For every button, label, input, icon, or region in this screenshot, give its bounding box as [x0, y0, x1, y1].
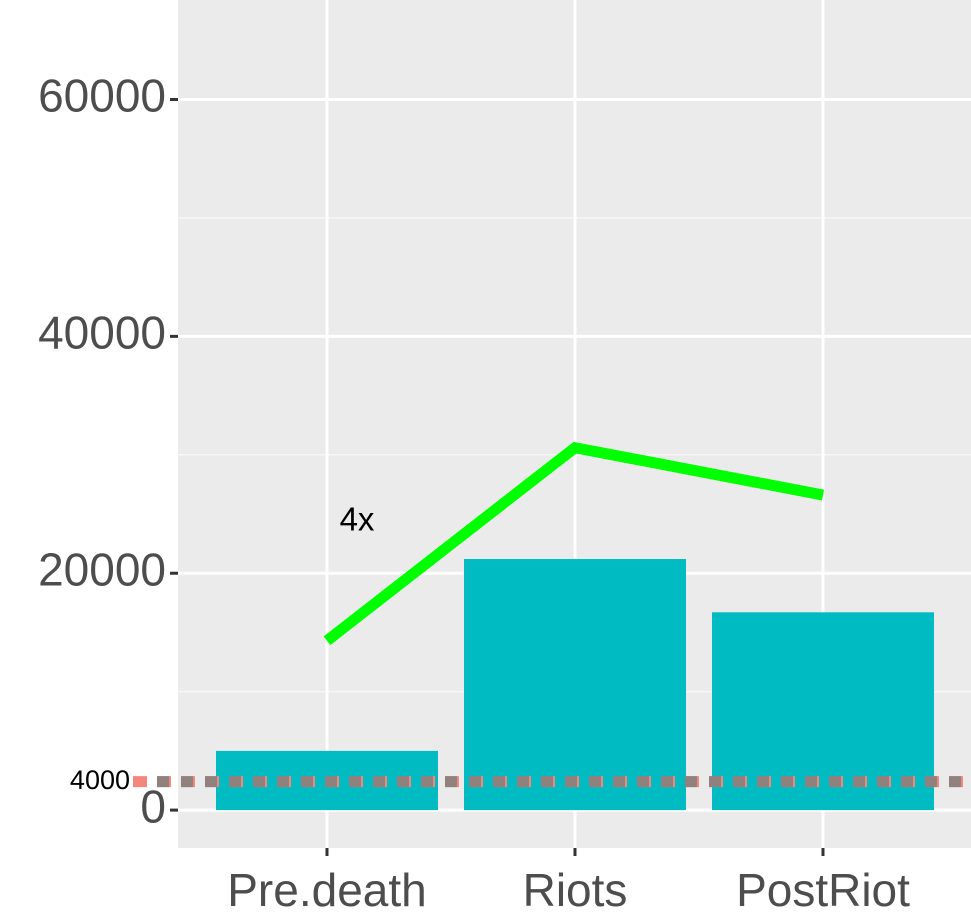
line	[323, 441, 825, 646]
bar	[464, 559, 686, 811]
y-tick-label: 0	[140, 780, 166, 832]
x-tick-label: PostRiot	[736, 864, 910, 916]
annotation: 4000	[70, 765, 130, 795]
bar	[712, 612, 934, 811]
x-tick-label: Pre.death	[227, 864, 426, 916]
y-tick-label: 60000	[38, 70, 166, 122]
x-tick-label: Riots	[523, 864, 628, 916]
annotation: 4x	[340, 501, 375, 538]
y-tick-label: 40000	[38, 307, 166, 359]
y-tick-label: 20000	[38, 543, 166, 595]
